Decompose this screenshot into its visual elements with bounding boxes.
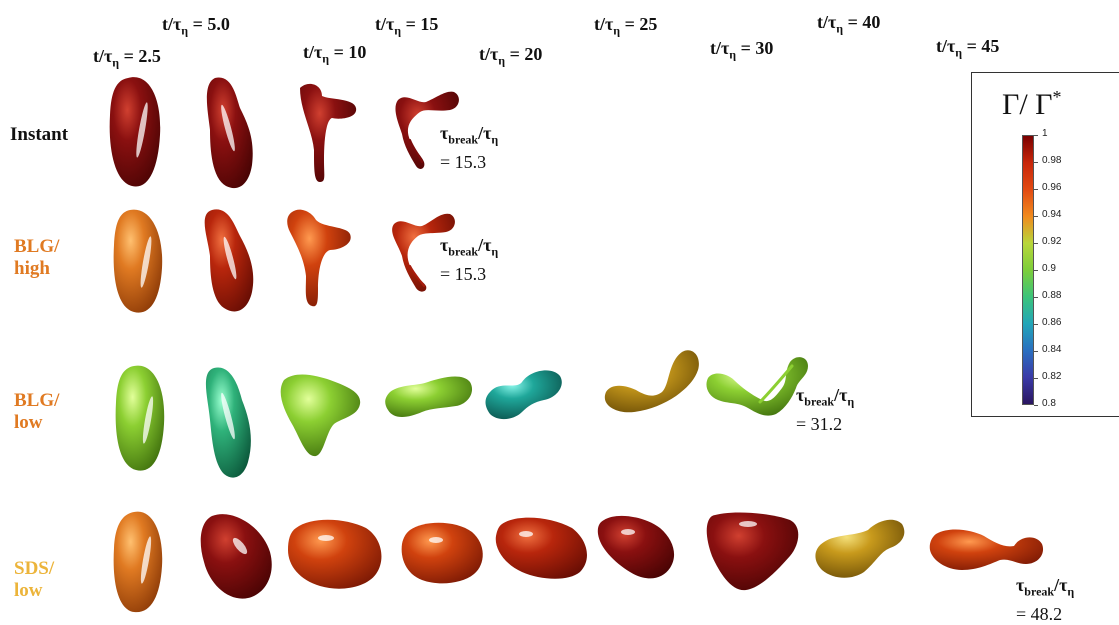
colorbar-tick-label: 0.8: [1042, 398, 1056, 409]
row-label-sds-low: SDS/low: [14, 558, 55, 601]
colorbar-tick-label: 0.84: [1042, 344, 1062, 355]
droplet: [288, 519, 382, 589]
droplet: [495, 517, 587, 579]
droplet: [200, 514, 272, 599]
colorbar-tick-mark: [1034, 297, 1038, 298]
time-label: t/τη = 45: [936, 36, 1000, 60]
droplet: [113, 511, 163, 613]
row-label-instant: Instant: [10, 124, 69, 145]
break-annotation-instant: τbreak/τη = 15.3: [440, 123, 499, 172]
colorbar-tick-label: 0.82: [1042, 371, 1062, 382]
break-annotation-blg-low: τbreak/τη = 31.2: [796, 385, 855, 434]
row-label-blg-high: BLG/high: [14, 236, 60, 279]
colorbar-tick-label: 0.94: [1042, 209, 1062, 220]
colorbar-tick-mark: [1034, 405, 1038, 406]
specular-highlights: [136, 102, 757, 584]
droplet: [706, 512, 799, 591]
time-label: t/τη = 5.0: [162, 14, 230, 38]
droplet: [815, 519, 905, 578]
colorbar-tick-label: 0.96: [1042, 182, 1062, 193]
droplet: [109, 77, 161, 187]
filaments: [409, 139, 794, 404]
colorbar-tick-label: 0.9: [1042, 263, 1056, 274]
break-annotation-sds-low: τbreak/τη = 48.2: [1016, 575, 1075, 624]
time-label: t/τη = 40: [817, 12, 881, 36]
row-instant-droplets: [109, 77, 459, 189]
colorbar-tick-mark: [1034, 378, 1038, 379]
droplet: [280, 374, 361, 457]
colorbar-tick-label: 0.98: [1042, 155, 1062, 166]
time-label: t/τη = 20: [479, 44, 543, 68]
droplet: [929, 529, 1044, 570]
droplet: [604, 350, 699, 413]
colorbar-tick-mark: [1034, 216, 1038, 217]
colorbar-tick-mark: [1034, 243, 1038, 244]
droplet: [287, 209, 351, 307]
droplet: [115, 365, 165, 471]
droplet: [597, 515, 675, 579]
droplet: [395, 91, 459, 169]
droplet: [485, 370, 562, 420]
colorbar-tick-mark: [1034, 324, 1038, 325]
droplet: [706, 357, 808, 416]
colorbar-title: Γ/ Γ*: [1002, 87, 1062, 121]
colorbar-tick-mark: [1034, 270, 1038, 271]
row-label-blg-low: BLG/low: [14, 390, 60, 433]
break-annotation-blg-high: τbreak/τη = 15.3: [440, 235, 499, 284]
droplet: [392, 213, 455, 292]
droplet: [113, 209, 163, 313]
time-label: t/τη = 10: [303, 42, 367, 66]
colorbar-tick-mark: [1034, 189, 1038, 190]
colorbar-tick-label: 0.92: [1042, 236, 1062, 247]
colorbar-gradient: [1022, 135, 1034, 405]
droplet: [401, 522, 483, 584]
colorbar-tick-mark: [1034, 162, 1038, 163]
time-label: t/τη = 25: [594, 14, 658, 38]
colorbar-tick-label: 0.86: [1042, 317, 1062, 328]
time-label: t/τη = 30: [710, 38, 774, 62]
droplet: [300, 83, 357, 182]
time-label: t/τη = 15: [375, 14, 439, 38]
time-label: t/τη = 2.5: [93, 46, 161, 70]
colorbar-tick-mark: [1034, 351, 1038, 352]
colorbar-tick-label: 0.88: [1042, 290, 1062, 301]
colorbar-tick-label: 1: [1042, 128, 1048, 139]
row-blg-low-droplets: [115, 350, 808, 478]
colorbar-legend: Γ/ Γ* 1 0.98 0.96 0.94 0.92 0.9 0.88 0.86 0.84 0.…: [971, 72, 1119, 417]
row-sds-low-droplets: [113, 511, 1044, 613]
droplet: [385, 376, 473, 417]
colorbar-tick-mark: [1034, 135, 1038, 136]
row-blg-high-droplets: [113, 209, 455, 313]
